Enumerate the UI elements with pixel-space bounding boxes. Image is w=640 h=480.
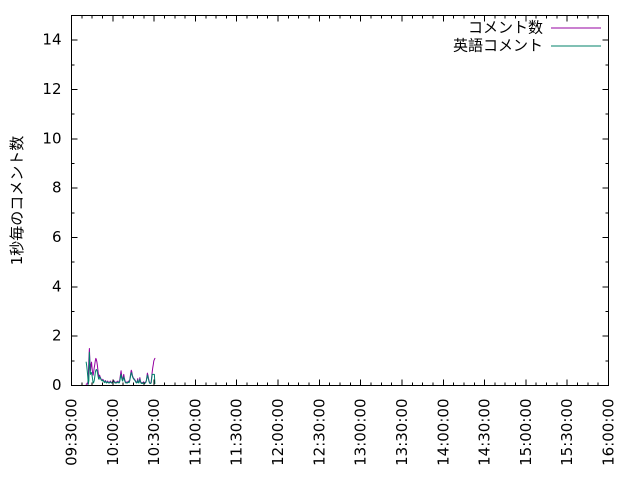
x-tick-label-group: 11:00:00 [186, 399, 204, 466]
legend-label-2: 英語コメント [453, 37, 543, 55]
y-axis-title-group: 1秒毎のコメント数 [8, 136, 26, 266]
plot-border [71, 15, 609, 386]
x-tick-label-group: 10:30:00 [145, 399, 163, 466]
x-tick-label-group: 12:30:00 [310, 399, 328, 466]
x-tick-label-group: 13:30:00 [393, 399, 411, 466]
x-tick-label: 11:00:00 [186, 399, 204, 466]
x-tick-label: 14:30:00 [476, 399, 494, 466]
x-tick-label: 11:30:00 [228, 399, 246, 466]
x-tick-label-group: 14:00:00 [434, 399, 452, 466]
x-tick-label: 09:30:00 [63, 399, 81, 466]
x-tick-label: 10:30:00 [145, 399, 163, 466]
x-tick-label: 13:30:00 [393, 399, 411, 466]
x-tick-label: 10:00:00 [104, 399, 122, 466]
x-tick-label: 15:00:00 [517, 399, 535, 466]
x-tick-label: 12:30:00 [310, 399, 328, 466]
y-axis-ticks: 0 2 4 6 8 10 12 14 [42, 15, 609, 394]
y-tick-label: 2 [52, 327, 62, 345]
y-axis-label: 1秒毎のコメント数 [8, 136, 26, 266]
series-layer [85, 348, 156, 385]
x-tick-label-group: 09:30:00 [63, 399, 81, 466]
x-tick-label-group: 16:00:00 [600, 399, 618, 466]
x-tick-label-group: 11:30:00 [228, 399, 246, 466]
x-tick-label-group: 12:00:00 [269, 399, 287, 466]
y-tick-label: 10 [42, 129, 61, 147]
x-tick-label: 12:00:00 [269, 399, 287, 466]
y-tick-label: 8 [52, 179, 62, 197]
legend-label-1: コメント数 [468, 19, 543, 37]
series-line-2 [85, 351, 156, 385]
plot-frame [71, 15, 609, 386]
x-tick-label-group: 13:00:00 [352, 399, 370, 466]
y-tick-label: 12 [42, 80, 61, 98]
x-tick-label-group: 14:30:00 [476, 399, 494, 466]
x-tick-label: 16:00:00 [600, 399, 618, 466]
x-tick-label-group: 10:00:00 [104, 399, 122, 466]
x-tick-label: 15:30:00 [558, 399, 576, 466]
series-line-1 [85, 348, 156, 385]
y-tick-label: 4 [52, 277, 62, 295]
x-tick-label: 13:00:00 [352, 399, 370, 466]
y-axis-title: 1秒毎のコメント数 [8, 136, 26, 266]
y-tick-label: 14 [42, 31, 61, 49]
x-axis-ticks: 09:30:00 10:00:00 10:30:00 11:00:00 11:30:00… [63, 15, 618, 466]
y-tick-label: 0 [52, 376, 62, 394]
x-tick-label-group: 15:30:00 [558, 399, 576, 466]
y-tick-label: 6 [52, 228, 62, 246]
x-tick-label: 14:00:00 [434, 399, 452, 466]
x-tick-label-group: 15:00:00 [517, 399, 535, 466]
